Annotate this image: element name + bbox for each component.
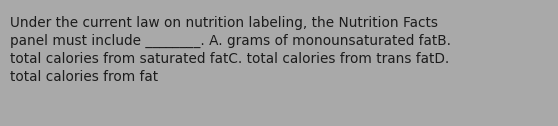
Text: panel must include ________. A. grams of monounsaturated fatB.: panel must include ________. A. grams of… — [10, 34, 451, 48]
Text: total calories from fat: total calories from fat — [10, 70, 158, 84]
Text: Under the current law on nutrition labeling, the Nutrition Facts: Under the current law on nutrition label… — [10, 16, 438, 30]
Text: total calories from saturated fatC. total calories from trans fatD.: total calories from saturated fatC. tota… — [10, 52, 449, 66]
